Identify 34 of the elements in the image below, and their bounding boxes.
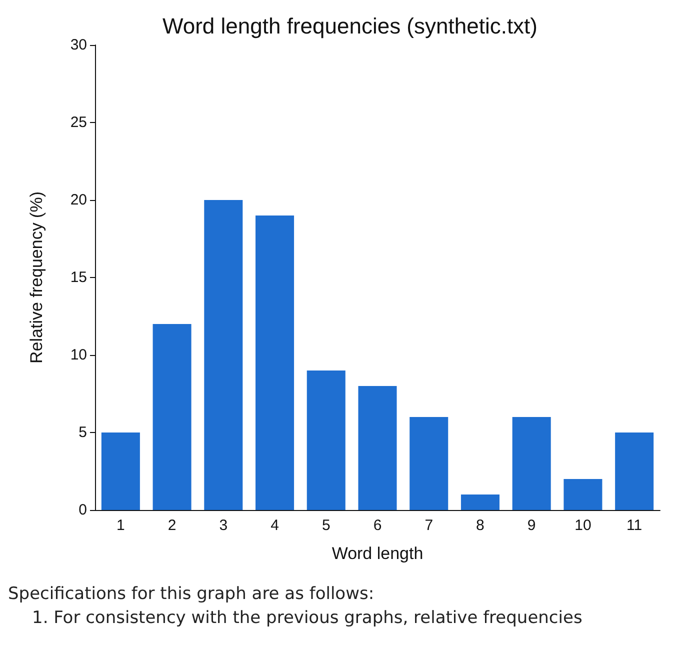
- y-tick-label: 30: [70, 36, 87, 54]
- y-tick-label: 20: [70, 192, 87, 208]
- bar: [306, 370, 346, 510]
- x-tick-label: 7: [424, 517, 434, 534]
- x-tick-label: 8: [476, 517, 484, 534]
- y-tick-label: 10: [70, 346, 87, 364]
- text: Specifications for this graph are as follows:: [8, 584, 376, 604]
- bar: [256, 216, 294, 510]
- bar: [615, 432, 654, 510]
- y-tick-label: 25: [70, 114, 87, 131]
- x-tick-label: 1: [116, 517, 125, 534]
- x-tick-label: 6: [373, 517, 382, 534]
- bar: [410, 417, 448, 510]
- bar: [204, 200, 243, 510]
- bar: [358, 386, 397, 510]
- bar: [460, 494, 500, 510]
- x-tick-label: 11: [626, 517, 642, 534]
- x-tick-label: 2: [168, 517, 176, 534]
- x-tick-label: 10: [574, 517, 592, 534]
- x-tick-label: 5: [322, 517, 330, 534]
- y-tick-label: 15: [70, 269, 87, 286]
- y-axis-title: Relative frequency (%): [27, 192, 46, 364]
- x-axis-title: Word length: [332, 544, 424, 563]
- x-tick-label: 4: [270, 517, 279, 534]
- y-tick-label: 5: [78, 424, 87, 441]
- text: 1. For consistency with the previous graphs, relative frequencies: [31, 608, 584, 628]
- x-tick-label: 9: [527, 517, 536, 534]
- y-tick-label: 0: [78, 502, 87, 518]
- x-tick-label: 3: [219, 517, 228, 534]
- bar: [152, 324, 192, 510]
- bar: [564, 479, 602, 510]
- bar: [101, 432, 140, 510]
- chart-title: Word length frequencies (synthetic.txt): [162, 14, 538, 38]
- bar: [512, 417, 551, 510]
